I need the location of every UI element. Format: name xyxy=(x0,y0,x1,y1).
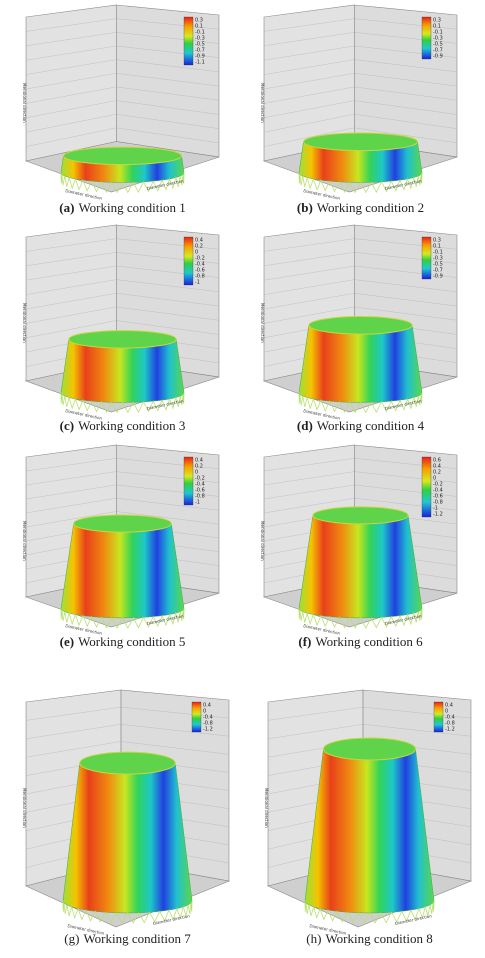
colorbar xyxy=(422,17,431,59)
colorbar-label: -0.9 xyxy=(433,54,443,60)
tower-shell xyxy=(63,763,192,913)
tower-shell xyxy=(299,515,422,618)
colorbar-label: -1 xyxy=(195,280,200,286)
panel: Meridional directionDiameter directionDi… xyxy=(22,225,219,433)
colorbar xyxy=(192,702,201,732)
colorbar-label: -1.2 xyxy=(445,727,455,733)
caption-text: Working condition 5 xyxy=(78,634,185,649)
caption: (c) Working condition 3 xyxy=(60,418,186,433)
tower-shell xyxy=(305,749,434,913)
panel: Meridional directionDiameter directionDi… xyxy=(260,445,457,649)
colorbar-label: -1.1 xyxy=(195,60,205,66)
caption-label: (f) xyxy=(298,634,311,649)
colorbar xyxy=(422,237,431,279)
colorbar xyxy=(184,17,193,65)
tower-top xyxy=(63,147,181,165)
colorbar xyxy=(184,237,193,285)
caption-label: (e) xyxy=(60,634,74,649)
axis-label: Meridional direction xyxy=(22,83,27,123)
colorbar-label: -0.9 xyxy=(433,274,443,280)
panel: Meridional directionDiameter directionDi… xyxy=(22,5,219,215)
back-wall xyxy=(116,5,219,157)
caption-text: Working condition 1 xyxy=(78,200,185,215)
caption-text: Working condition 3 xyxy=(78,418,185,433)
colorbar xyxy=(434,702,443,732)
caption: (b) Working condition 2 xyxy=(297,200,424,215)
tower-shell xyxy=(61,339,184,402)
tower-top xyxy=(313,507,408,524)
tower-top xyxy=(304,133,418,151)
caption-text: Working condition 6 xyxy=(315,634,423,649)
caption: (a) Working condition 1 xyxy=(59,200,185,215)
tower-top xyxy=(69,331,176,349)
caption: (g) Working condition 7 xyxy=(64,931,191,946)
caption-label: (a) xyxy=(59,200,74,215)
tower-top xyxy=(74,515,172,532)
caption-text: Working condition 7 xyxy=(83,931,191,946)
caption-label: (c) xyxy=(60,418,74,433)
axis-label: Meridional direction xyxy=(260,521,265,561)
panel: Meridional directionDiameter directionDi… xyxy=(22,445,219,649)
tower-top xyxy=(323,738,415,760)
axis-label: Meridional direction xyxy=(22,521,27,561)
caption: (d) Working condition 4 xyxy=(297,418,425,433)
caption-text: Working condition 4 xyxy=(317,418,425,433)
caption-label: (h) xyxy=(306,931,321,946)
caption-text: Working condition 8 xyxy=(325,931,432,946)
colorbar xyxy=(422,457,431,517)
panel: Meridional directionDiameter directionDi… xyxy=(260,225,457,433)
caption: (e) Working condition 5 xyxy=(60,634,186,649)
caption-text: Working condition 2 xyxy=(317,200,424,215)
axis-label: Meridional direction xyxy=(260,83,265,123)
caption: (f) Working condition 6 xyxy=(298,634,423,649)
caption-label: (b) xyxy=(297,200,313,215)
tower-shell xyxy=(61,524,184,618)
colorbar-label: -1 xyxy=(195,500,200,506)
colorbar xyxy=(184,457,193,505)
colorbar-label: -1.2 xyxy=(433,512,443,518)
axis-label: Meridional direction xyxy=(22,788,27,828)
tower-top xyxy=(80,752,175,774)
figure: Meridional directionDiameter directionDi… xyxy=(0,0,485,958)
colorbar-label: -1.2 xyxy=(203,727,213,733)
caption: (h) Working condition 8 xyxy=(306,931,432,946)
axis-label: Meridional direction xyxy=(260,303,265,343)
tower-top xyxy=(309,317,412,335)
tower-shell xyxy=(299,325,422,402)
panel: Meridional directionDiameter directionDi… xyxy=(264,690,471,946)
back-wall xyxy=(26,5,116,161)
axis-label: Meridional direction xyxy=(22,303,27,343)
caption-label: (d) xyxy=(297,418,313,433)
caption-label: (g) xyxy=(64,931,79,946)
axis-label: Meridional direction xyxy=(264,788,269,828)
